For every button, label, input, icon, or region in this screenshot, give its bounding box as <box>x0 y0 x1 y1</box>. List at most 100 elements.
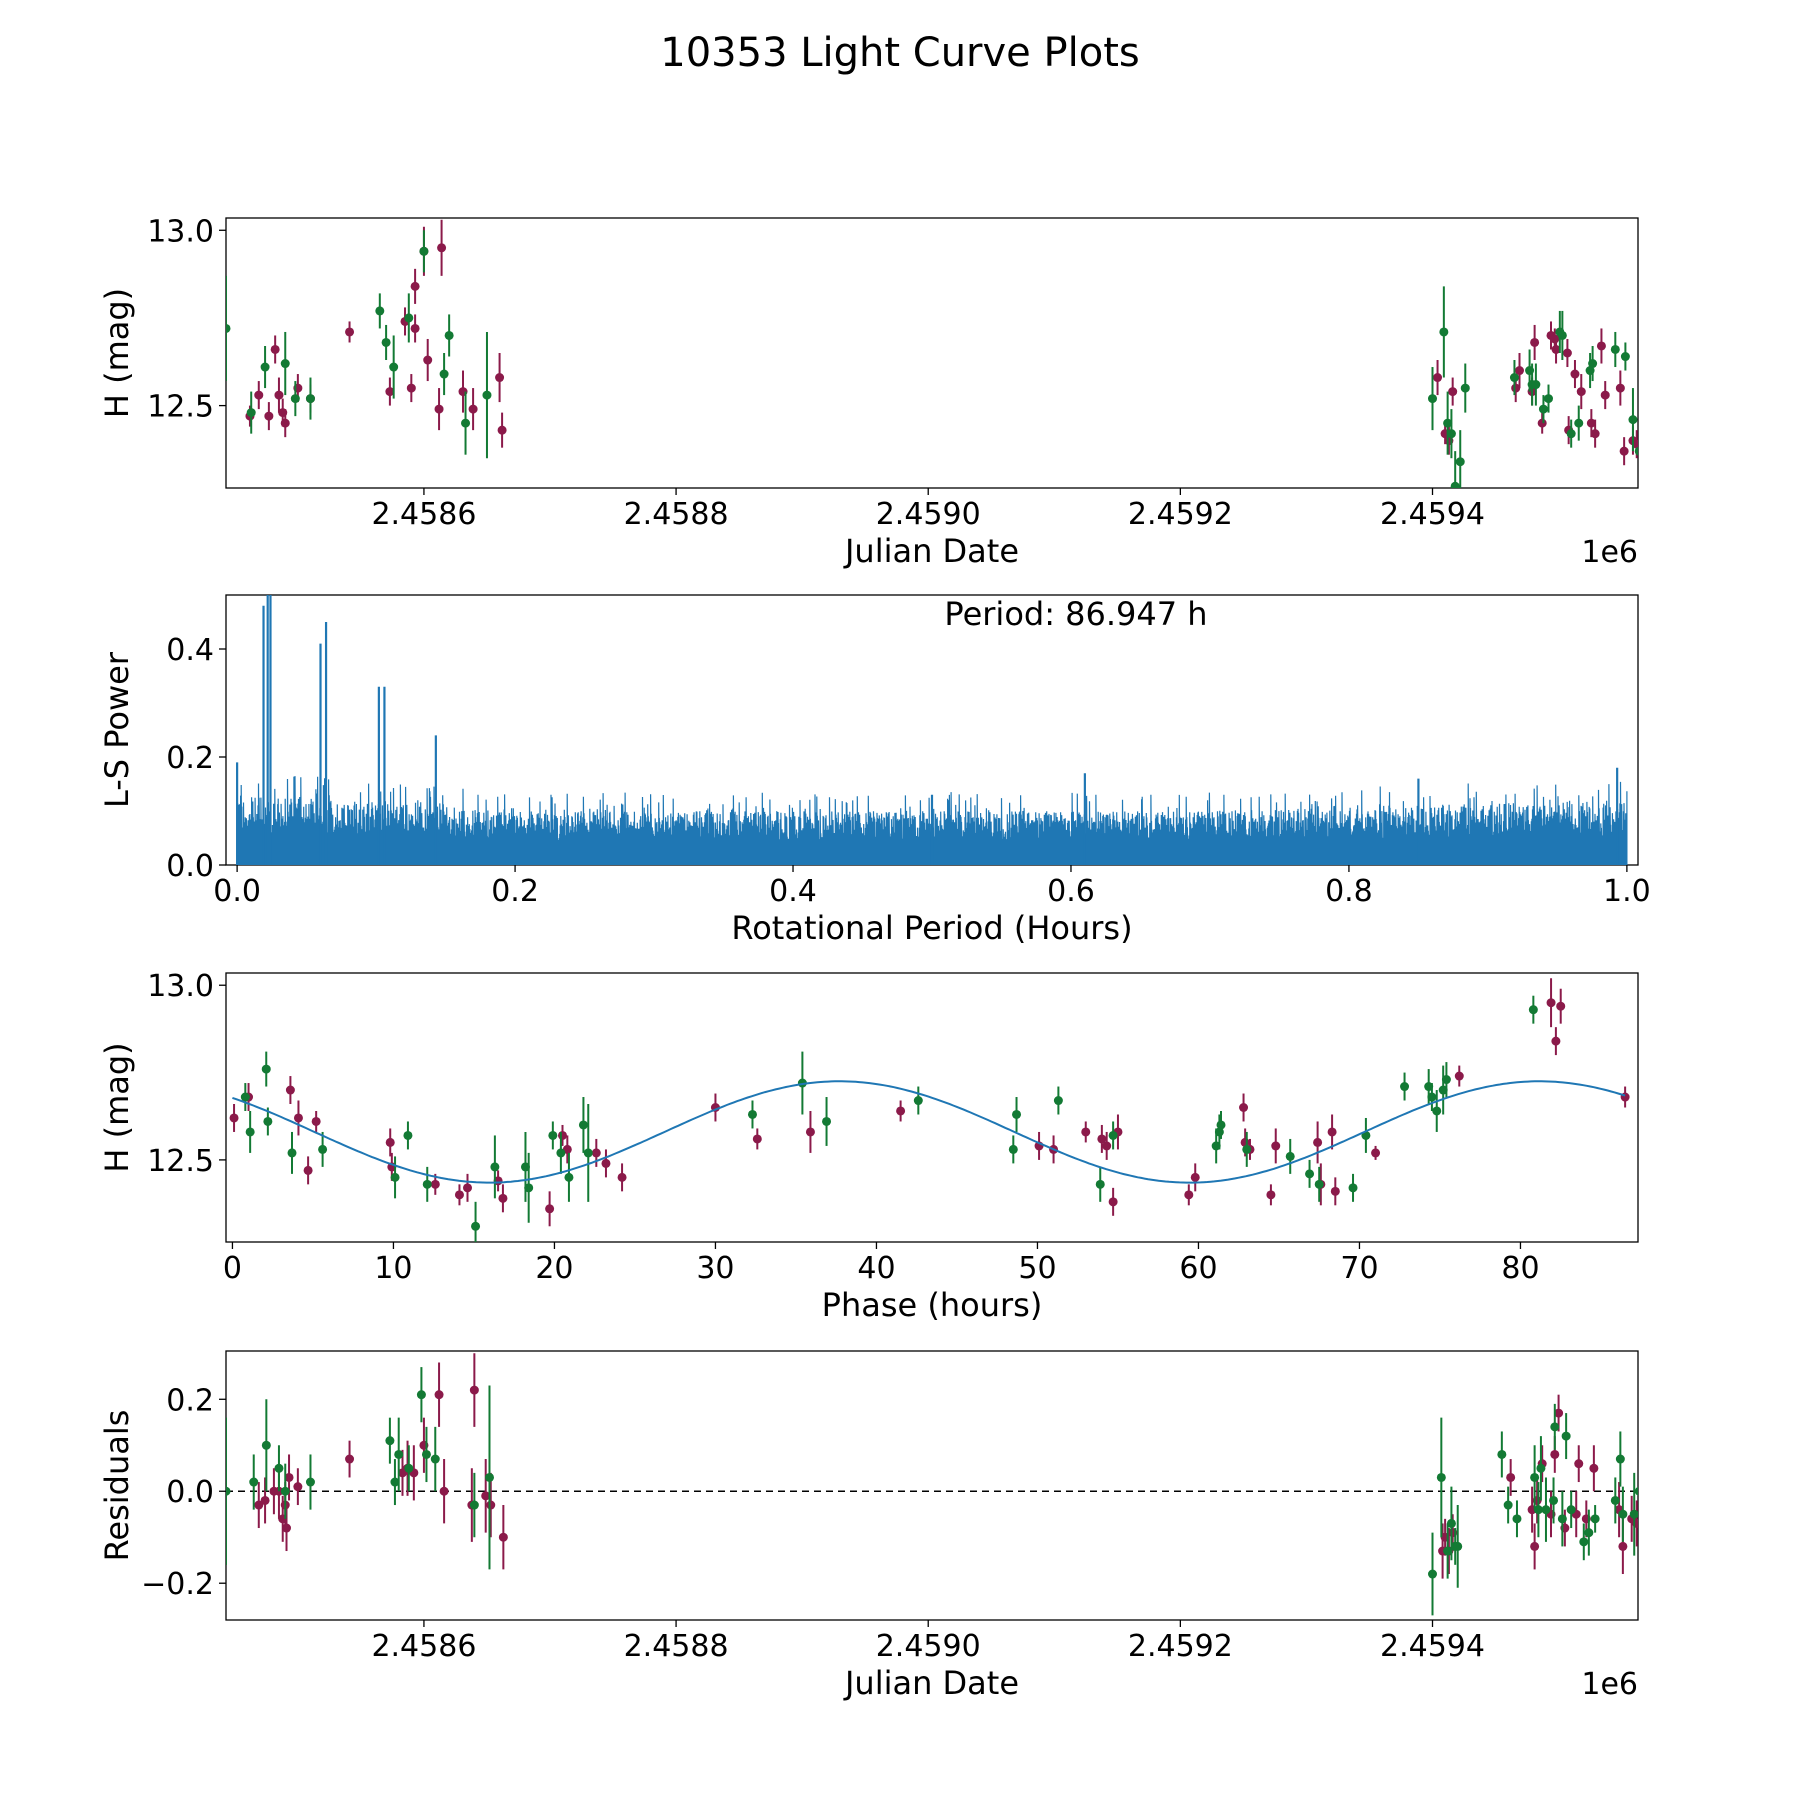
data-point <box>240 1092 250 1102</box>
data-point <box>385 1436 395 1446</box>
data-point <box>1530 1541 1540 1551</box>
data-point <box>583 1148 593 1158</box>
data-point <box>1454 1071 1464 1081</box>
data-point <box>260 1495 270 1505</box>
plot-frame <box>225 972 1639 1243</box>
data-point <box>1448 387 1458 397</box>
data-point <box>1634 1486 1638 1496</box>
data-point <box>226 323 231 333</box>
y-axis-label: H (mag) <box>98 288 136 418</box>
data-point <box>434 1390 444 1400</box>
data-point <box>1371 1148 1381 1158</box>
data-point <box>245 1127 255 1137</box>
x-tick-label: 2.4586 <box>371 1629 476 1664</box>
data-point <box>394 1449 404 1459</box>
data-point <box>752 1134 762 1144</box>
data-point <box>260 362 270 372</box>
data-point <box>1550 1422 1560 1432</box>
data-point <box>556 1148 566 1158</box>
data-point <box>1455 457 1465 467</box>
data-point <box>1443 1546 1453 1556</box>
x-tick-label: 30 <box>696 1251 734 1286</box>
data-point <box>1097 1134 1107 1144</box>
x-tick-label: 2.4592 <box>1128 1629 1233 1664</box>
x-tick-label: 0.2 <box>491 874 539 909</box>
data-point <box>1428 1569 1438 1579</box>
data-point <box>439 1486 449 1496</box>
data-point <box>1589 1463 1599 1473</box>
x-axis-label: Julian Date <box>843 532 1019 570</box>
data-point <box>805 1127 815 1137</box>
data-point <box>293 1482 303 1492</box>
data-point <box>1549 1495 1559 1505</box>
data-point <box>1557 1514 1567 1524</box>
period-annotation: Period: 86.947 h <box>944 595 1207 633</box>
data-point <box>617 1172 627 1182</box>
data-point <box>437 243 447 253</box>
data-point <box>263 1116 273 1126</box>
data-point <box>430 1454 440 1464</box>
data-point <box>481 1491 491 1501</box>
data-point <box>381 337 391 347</box>
data-point <box>463 1183 473 1193</box>
x-tick-label: 2.4594 <box>1380 1629 1485 1664</box>
data-point <box>1450 481 1460 488</box>
axis-offset-label: 1e6 <box>1581 1667 1638 1702</box>
data-point <box>1618 1509 1628 1519</box>
data-point <box>1102 1141 1112 1151</box>
data-point <box>282 1523 292 1533</box>
data-point <box>1108 1130 1118 1140</box>
data-point <box>390 1477 400 1487</box>
data-point <box>1239 1103 1249 1112</box>
data-point <box>264 411 274 421</box>
data-point <box>601 1158 611 1168</box>
data-point <box>747 1109 757 1119</box>
data-point <box>1509 373 1519 383</box>
data-point <box>1536 1463 1546 1473</box>
y-tick-label: 0.2 <box>166 741 214 776</box>
data-point <box>1596 341 1606 351</box>
data-point <box>226 1486 231 1496</box>
data-point <box>498 1532 508 1542</box>
data-point <box>1570 369 1580 379</box>
data-point <box>1629 1509 1638 1519</box>
data-point <box>1554 1408 1564 1418</box>
data-point <box>287 1148 297 1158</box>
data-point <box>1566 1505 1576 1515</box>
data-point <box>284 1472 294 1482</box>
data-point <box>469 1385 479 1395</box>
x-tick-label: 2.4592 <box>1128 497 1233 532</box>
data-point <box>468 404 478 414</box>
data-point <box>421 1449 431 1459</box>
data-point <box>1557 330 1567 340</box>
y-tick-label: 13.0 <box>147 969 214 1004</box>
data-point <box>1400 1082 1410 1092</box>
data-point <box>1610 344 1620 354</box>
data-point <box>1530 1472 1540 1482</box>
x-tick-label: 70 <box>1340 1251 1378 1286</box>
x-tick-label: 0 <box>223 1251 242 1286</box>
y-axis-label: H (mag) <box>98 1042 136 1172</box>
data-point <box>497 425 507 435</box>
data-point <box>1588 359 1598 369</box>
data-point <box>422 1179 432 1189</box>
x-tick-label: 0.4 <box>769 874 817 909</box>
x-tick-label: 2.4586 <box>371 497 476 532</box>
data-point <box>1615 383 1625 393</box>
phase-panel: 0 10 20 30 40 50 60 70 80 12.5 13.0 Phase (hours) H … <box>98 969 1639 1324</box>
data-point <box>913 1096 923 1106</box>
data-point <box>1503 1500 1513 1510</box>
data-point <box>1550 334 1560 344</box>
data-point <box>1453 1541 1463 1551</box>
periodogram-series <box>236 595 1628 865</box>
data-point <box>444 330 454 340</box>
data-point <box>1053 1096 1063 1106</box>
data-point <box>1537 418 1547 428</box>
data-point <box>293 1113 303 1123</box>
data-points <box>226 1353 1638 1616</box>
data-point <box>274 1463 284 1473</box>
data-point <box>1427 1092 1437 1102</box>
x-tick-label: 60 <box>1179 1251 1217 1286</box>
